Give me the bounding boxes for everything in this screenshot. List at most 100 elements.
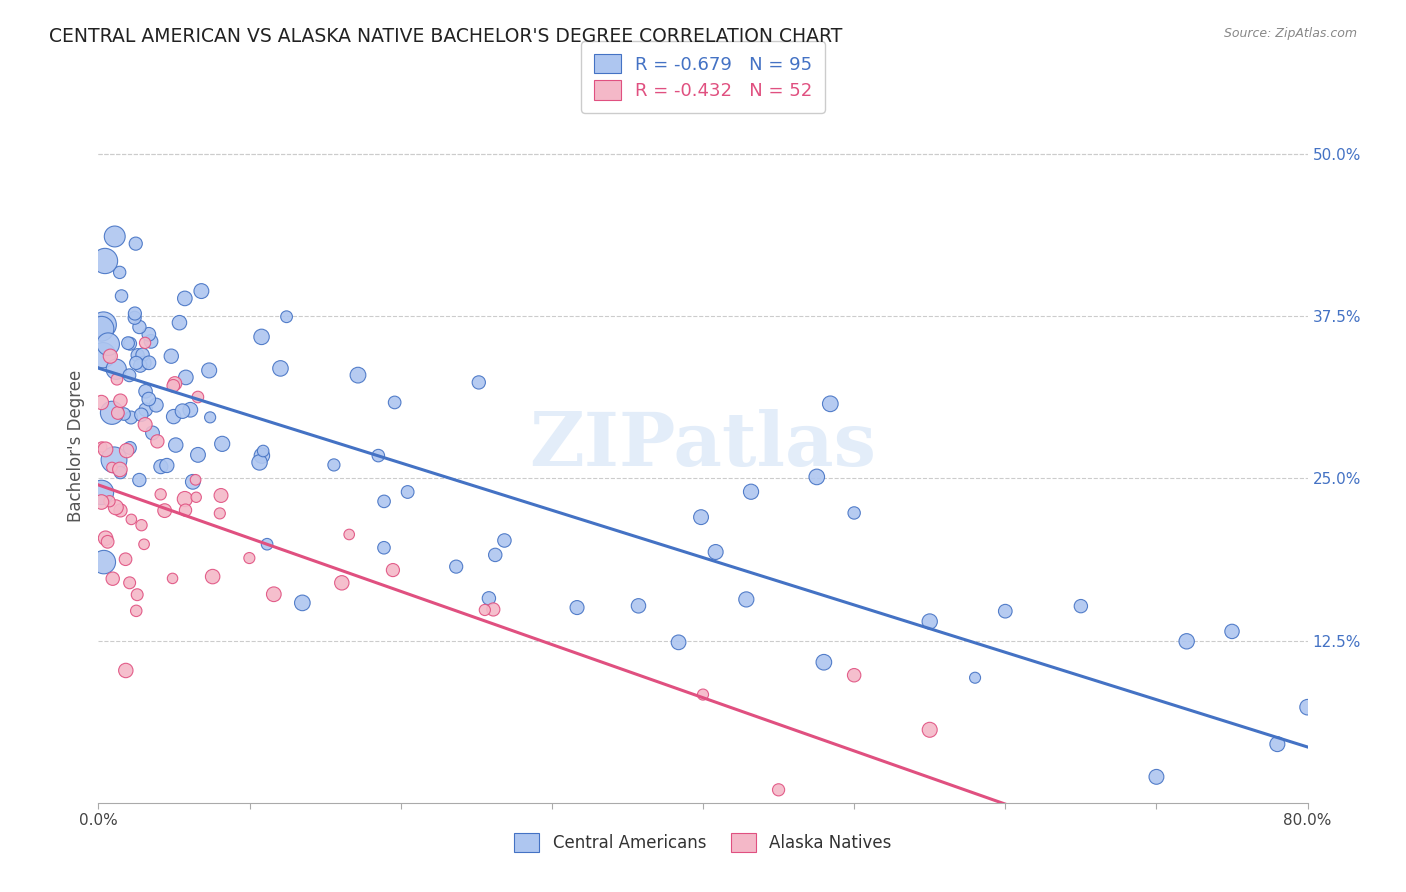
Point <box>172 404 194 418</box>
Point <box>994 604 1017 618</box>
Point <box>120 512 142 526</box>
Point <box>94 442 117 457</box>
Point <box>110 289 132 303</box>
Point <box>162 409 184 424</box>
Point <box>131 348 153 362</box>
Point <box>330 575 353 590</box>
Point <box>187 390 209 404</box>
Point <box>101 460 124 475</box>
Point <box>139 334 162 349</box>
Point <box>90 395 112 409</box>
Y-axis label: Bachelor's Degree: Bachelor's Degree <box>66 370 84 522</box>
Point <box>125 236 148 251</box>
Point <box>201 569 224 583</box>
Point <box>1175 634 1198 648</box>
Point <box>173 292 195 306</box>
Point <box>381 563 404 577</box>
Point <box>250 449 273 463</box>
Point <box>127 348 149 362</box>
Point <box>322 458 344 472</box>
Point <box>153 503 176 517</box>
Point <box>190 284 212 298</box>
Point <box>668 635 690 649</box>
Point <box>98 494 121 508</box>
Point <box>134 356 156 370</box>
Point <box>1220 624 1243 639</box>
Point <box>90 485 112 500</box>
Point <box>263 587 285 601</box>
Point <box>90 440 112 454</box>
Point <box>474 603 496 617</box>
Point <box>844 668 866 682</box>
Point <box>813 655 835 669</box>
Point <box>162 571 184 585</box>
Point <box>101 572 124 586</box>
Point <box>250 330 273 344</box>
Point <box>145 398 167 412</box>
Point <box>125 604 148 618</box>
Point <box>186 490 208 504</box>
Point <box>117 336 139 351</box>
Point <box>187 448 209 462</box>
Point <box>256 537 278 551</box>
Point <box>110 393 132 408</box>
Point <box>110 503 132 517</box>
Point <box>128 320 150 334</box>
Point <box>114 664 136 678</box>
Point <box>146 434 169 449</box>
Point <box>209 488 232 502</box>
Point <box>103 453 125 467</box>
Point <box>131 408 153 422</box>
Point <box>118 441 141 455</box>
Point <box>174 503 197 517</box>
Point <box>128 473 150 487</box>
Point <box>337 527 360 541</box>
Point <box>627 599 650 613</box>
Legend: Central Americans, Alaska Natives: Central Americans, Alaska Natives <box>508 827 898 859</box>
Point <box>198 363 221 377</box>
Point <box>740 484 762 499</box>
Point <box>97 337 120 351</box>
Point <box>806 470 828 484</box>
Point <box>156 458 179 473</box>
Point <box>238 551 260 566</box>
Point <box>90 495 112 509</box>
Point <box>494 533 516 548</box>
Point <box>91 348 114 362</box>
Point <box>1144 770 1167 784</box>
Point <box>112 407 135 421</box>
Point <box>276 310 298 324</box>
Point <box>269 361 291 376</box>
Point <box>149 487 172 501</box>
Point <box>367 449 389 463</box>
Point <box>93 555 115 569</box>
Point <box>179 402 201 417</box>
Point <box>97 534 120 549</box>
Point <box>108 462 131 476</box>
Point <box>124 306 146 320</box>
Point <box>165 438 187 452</box>
Point <box>347 368 370 383</box>
Point <box>484 548 506 562</box>
Point <box>134 335 156 350</box>
Point <box>820 397 842 411</box>
Point <box>478 591 501 606</box>
Point <box>174 370 197 384</box>
Point <box>94 531 117 545</box>
Point <box>135 384 157 399</box>
Point <box>211 437 233 451</box>
Point <box>373 541 395 555</box>
Point <box>692 688 714 702</box>
Point <box>162 379 184 393</box>
Point <box>965 671 987 685</box>
Point <box>104 229 127 244</box>
Point <box>138 356 160 370</box>
Point <box>98 349 121 363</box>
Point <box>396 485 419 500</box>
Point <box>482 602 505 616</box>
Point <box>163 376 186 391</box>
Point <box>704 545 727 559</box>
Point <box>1070 599 1092 614</box>
Point <box>138 327 160 342</box>
Point <box>768 782 790 797</box>
